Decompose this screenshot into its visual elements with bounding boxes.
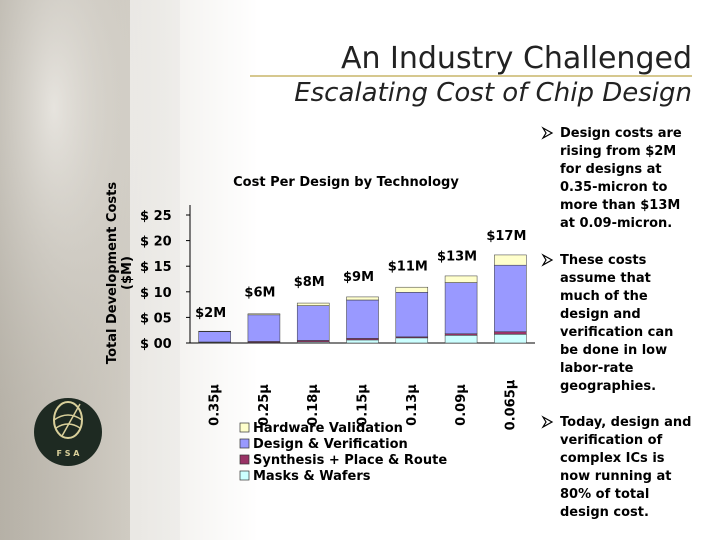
bullet-arrow xyxy=(541,415,554,429)
x-tick-label: 0.13µ xyxy=(405,384,420,426)
bar-segment xyxy=(494,334,527,344)
logo-arrow xyxy=(53,403,83,437)
bar-segment xyxy=(247,314,281,342)
x-tick-label: 0.25µ xyxy=(257,384,272,426)
bullet-text: design and xyxy=(560,307,641,322)
bullet-text: design cost. xyxy=(560,505,649,520)
bar-segment xyxy=(395,286,429,293)
bullet-text: rising from $2M xyxy=(560,144,676,159)
y-tick-label: $ 15 xyxy=(140,260,172,275)
bullet-text: geographies. xyxy=(560,379,656,394)
bar-segment xyxy=(494,331,527,335)
legend-swatch xyxy=(239,470,250,481)
bullet-text: assume that xyxy=(560,271,651,286)
bar-segment xyxy=(296,302,330,306)
total-label: $6M xyxy=(244,285,275,300)
x-tick-label: 0.15µ xyxy=(356,384,371,426)
bar-segment xyxy=(494,254,527,266)
legend-label: Synthesis + Place & Route xyxy=(253,453,447,468)
bar-segment xyxy=(444,275,478,283)
total-label: $17M xyxy=(486,229,526,244)
bullet-text: much of the xyxy=(560,289,648,304)
y-tick-label: $ 05 xyxy=(140,311,172,326)
bullet-arrow xyxy=(541,253,554,267)
slide-subtitle: Escalating Cost of Chip Design xyxy=(294,78,692,108)
bar-segment xyxy=(247,313,281,316)
bullet-text: for designs at xyxy=(560,162,662,177)
legend-label: Masks & Wafers xyxy=(253,469,371,484)
x-tick-label: 0.09µ xyxy=(454,384,469,426)
bar-segment xyxy=(395,337,429,344)
x-tick-label: 0.18µ xyxy=(306,384,321,426)
bullet-text: be done in low xyxy=(560,343,667,358)
total-label: $8M xyxy=(294,275,325,290)
bar-segment xyxy=(444,335,478,344)
logo-disc xyxy=(34,398,102,466)
bullet-text: verification of xyxy=(560,433,663,448)
bullet-text: These costs xyxy=(560,253,647,268)
logo-text: F S A xyxy=(57,449,81,458)
bullet-text: now running at xyxy=(560,469,671,484)
bullet-text: labor-rate xyxy=(560,361,634,376)
background-fade xyxy=(130,0,260,540)
logo: F S A xyxy=(34,398,102,466)
bullet-text: 80% of total xyxy=(560,487,649,502)
legend-swatch xyxy=(239,422,250,433)
total-label: $13M xyxy=(437,249,477,264)
bar-segment xyxy=(346,299,379,339)
bullet-text: more than $13M xyxy=(560,198,680,213)
y-axis-label: Total Development Costs xyxy=(105,182,120,364)
y-tick-label: $ 00 xyxy=(140,337,172,352)
bar-segment xyxy=(444,282,478,335)
bullet-text: complex ICs is xyxy=(560,451,665,466)
bar-segment xyxy=(296,305,330,341)
bullet-text: verification can xyxy=(560,325,673,340)
chart-title: Cost Per Design by Technology xyxy=(233,175,459,190)
bullets: Design costs are rising from $2M for desig… xyxy=(541,126,691,520)
y-tick-label: $ 25 xyxy=(140,209,172,224)
bullet-arrow xyxy=(541,126,554,140)
bullet-text: at 0.09-micron. xyxy=(560,216,672,231)
bullet-text: 0.35-micron to xyxy=(560,180,668,195)
total-label: $11M xyxy=(388,260,428,275)
total-label: $2M xyxy=(195,306,226,321)
x-tick-label: 0.35µ xyxy=(208,384,223,426)
total-label: $9M xyxy=(343,270,374,285)
bar-segment xyxy=(346,339,379,344)
bullet-text: Design costs are xyxy=(560,126,682,141)
bar-segment xyxy=(395,292,429,338)
bar-segment xyxy=(198,331,231,343)
bullet-text: Today, design and xyxy=(560,415,691,430)
bar-segment xyxy=(346,296,379,301)
bar-segment xyxy=(198,330,231,332)
y-tick-label: $ 20 xyxy=(140,235,172,250)
x-tick-label: 0.065µ xyxy=(503,379,518,430)
bar-segment xyxy=(494,264,527,332)
y-tick-label: $ 10 xyxy=(140,286,172,301)
chart: Total Development Costs ($M) $ 00 $ 05 $ 10 $… xyxy=(105,182,535,484)
legend-label: Design & Verification xyxy=(253,437,408,452)
y-axis-label: ($M) xyxy=(120,256,135,290)
legend-swatch xyxy=(239,454,250,465)
legend-swatch xyxy=(239,438,250,449)
legend-label: Hardware Validation xyxy=(253,421,403,436)
slide-title: An Industry Challenged xyxy=(341,41,692,76)
